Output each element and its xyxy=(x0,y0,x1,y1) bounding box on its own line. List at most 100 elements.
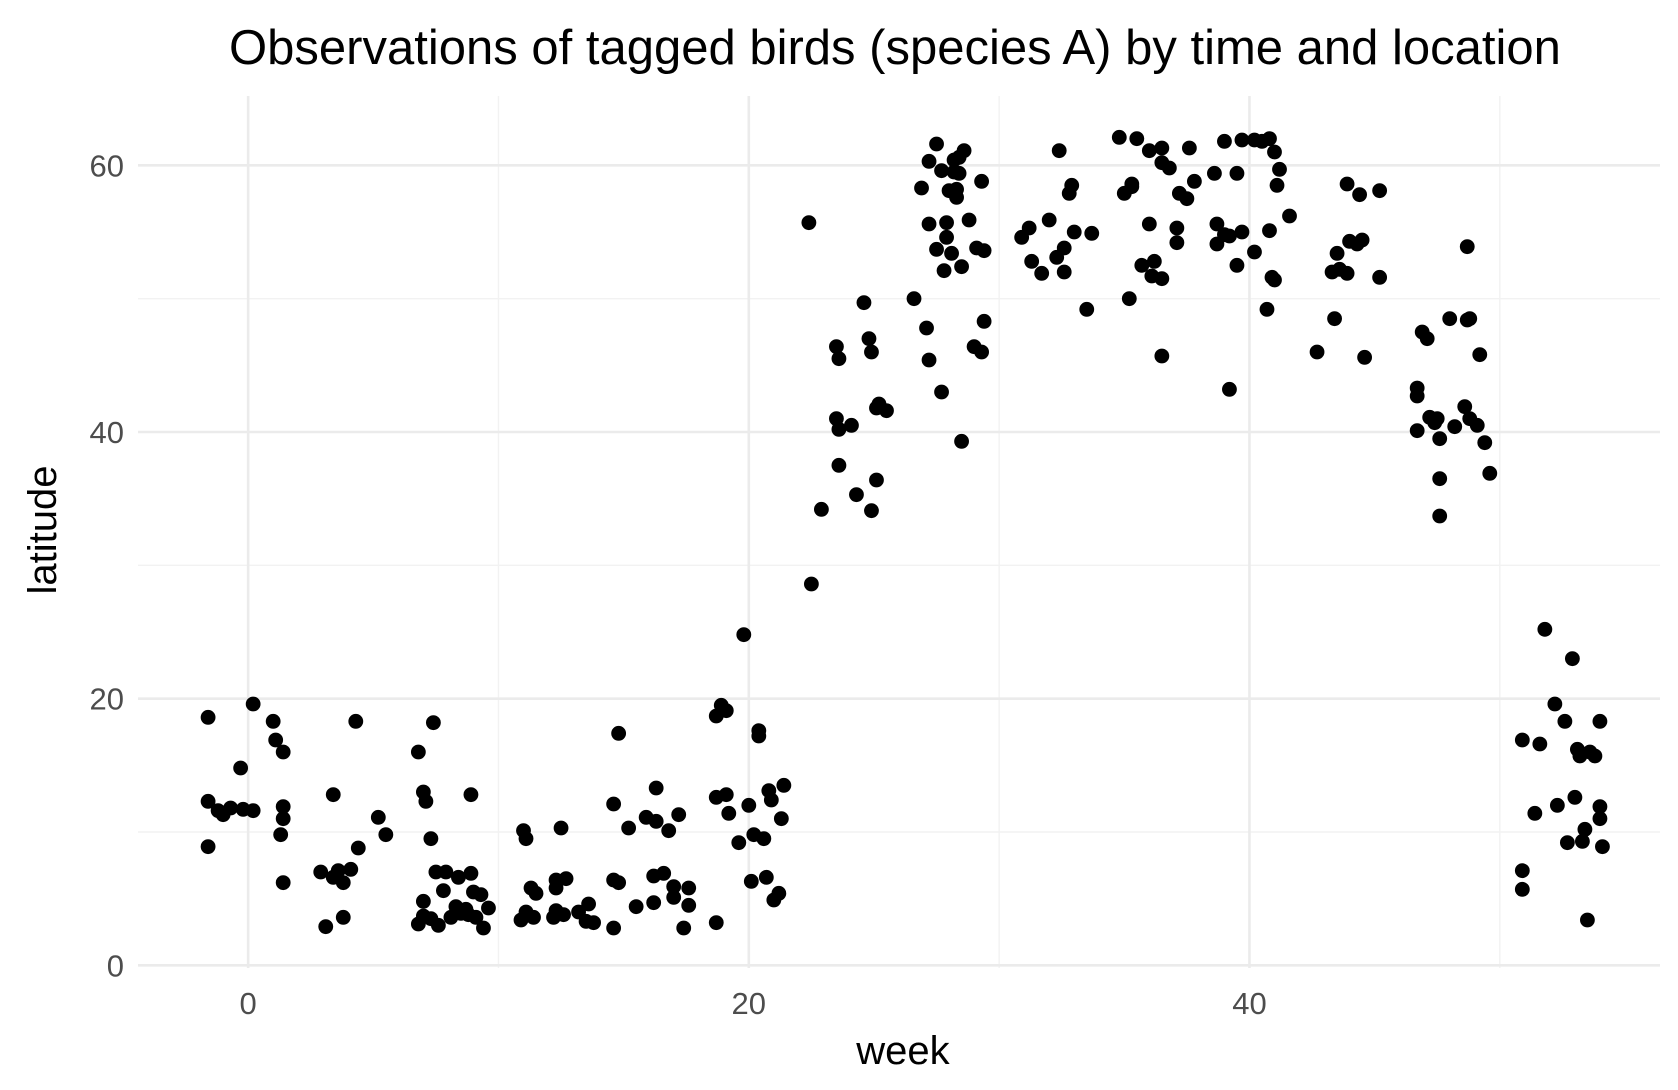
data-point xyxy=(430,917,446,933)
data-point xyxy=(330,863,346,879)
data-point xyxy=(418,793,434,809)
data-point xyxy=(1209,216,1225,232)
data-point xyxy=(1547,696,1563,712)
data-point xyxy=(1339,176,1355,192)
data-point xyxy=(436,883,451,899)
data-point xyxy=(410,744,426,760)
data-point xyxy=(1537,621,1553,637)
data-point xyxy=(864,503,879,519)
data-point xyxy=(476,920,491,936)
data-point xyxy=(879,403,894,419)
data-point xyxy=(1514,863,1530,879)
data-point xyxy=(731,835,747,851)
data-point xyxy=(268,732,284,748)
data-point xyxy=(951,165,967,181)
data-point xyxy=(954,433,969,449)
data-point xyxy=(378,827,394,843)
data-point xyxy=(1409,388,1425,404)
data-point xyxy=(1034,265,1050,281)
data-point xyxy=(921,352,937,368)
data-point xyxy=(200,839,216,855)
data-point xyxy=(976,243,992,259)
data-point xyxy=(648,813,664,829)
data-point xyxy=(741,797,757,813)
data-point xyxy=(1357,349,1373,365)
y-tick-label: 60 xyxy=(90,148,124,183)
data-point xyxy=(1262,131,1277,147)
data-point xyxy=(1447,419,1463,435)
data-point xyxy=(1559,835,1575,851)
data-point xyxy=(1267,144,1282,160)
data-point xyxy=(245,696,261,712)
data-point xyxy=(335,909,351,925)
data-point xyxy=(919,320,934,336)
data-point xyxy=(1222,381,1237,397)
data-point xyxy=(944,245,959,261)
data-point xyxy=(763,792,779,808)
data-point xyxy=(606,920,622,936)
data-point xyxy=(1577,821,1593,837)
data-point xyxy=(463,865,479,881)
data-point xyxy=(628,899,644,915)
data-point xyxy=(1372,183,1388,199)
data-point xyxy=(348,713,364,729)
data-point xyxy=(1111,129,1127,145)
data-point xyxy=(1084,225,1100,241)
data-point xyxy=(1121,291,1137,307)
data-point xyxy=(939,229,954,245)
data-point xyxy=(861,331,877,347)
x-axis-title: week xyxy=(855,1029,950,1073)
data-point xyxy=(1532,736,1548,752)
data-point xyxy=(803,576,819,592)
data-point xyxy=(1527,805,1543,821)
data-point xyxy=(1154,271,1170,287)
data-point xyxy=(275,875,291,891)
data-point xyxy=(949,189,964,205)
data-point xyxy=(606,796,622,812)
data-point xyxy=(1477,435,1493,451)
y-tick-label: 20 xyxy=(90,682,124,717)
data-point xyxy=(1021,220,1037,236)
data-point xyxy=(556,907,571,923)
data-point xyxy=(463,787,479,803)
data-point xyxy=(200,793,216,809)
data-point xyxy=(200,709,216,725)
data-point xyxy=(718,787,734,803)
data-point xyxy=(1567,789,1583,805)
data-point xyxy=(718,703,734,719)
data-point xyxy=(1514,881,1530,897)
data-point xyxy=(1066,224,1082,240)
data-point xyxy=(1141,216,1157,232)
data-point xyxy=(518,831,534,847)
data-point xyxy=(1592,713,1608,729)
data-point xyxy=(813,501,829,517)
data-point xyxy=(1234,224,1250,240)
x-tick-label: 20 xyxy=(732,986,766,1021)
data-point xyxy=(1169,235,1185,251)
data-point xyxy=(671,807,687,823)
data-point xyxy=(1462,311,1478,327)
data-point xyxy=(581,896,596,912)
y-axis-title: latitude xyxy=(21,466,65,595)
data-point xyxy=(906,291,922,307)
data-point xyxy=(1469,417,1485,433)
data-point xyxy=(423,831,439,847)
data-point xyxy=(1339,265,1355,281)
data-point xyxy=(743,873,759,889)
x-tick-label: 40 xyxy=(1232,986,1266,1021)
data-point xyxy=(1282,208,1297,224)
y-tick-label: 40 xyxy=(90,415,124,450)
data-point xyxy=(1329,245,1345,261)
data-point xyxy=(961,212,977,228)
data-point xyxy=(1217,133,1232,149)
data-point xyxy=(481,900,496,916)
data-point xyxy=(956,143,972,159)
data-point xyxy=(265,713,281,729)
data-point xyxy=(1595,839,1610,855)
data-point xyxy=(1222,228,1237,244)
data-point xyxy=(929,241,944,257)
data-point xyxy=(1514,732,1530,748)
data-point xyxy=(343,861,359,877)
y-tick-label: 0 xyxy=(107,948,124,983)
